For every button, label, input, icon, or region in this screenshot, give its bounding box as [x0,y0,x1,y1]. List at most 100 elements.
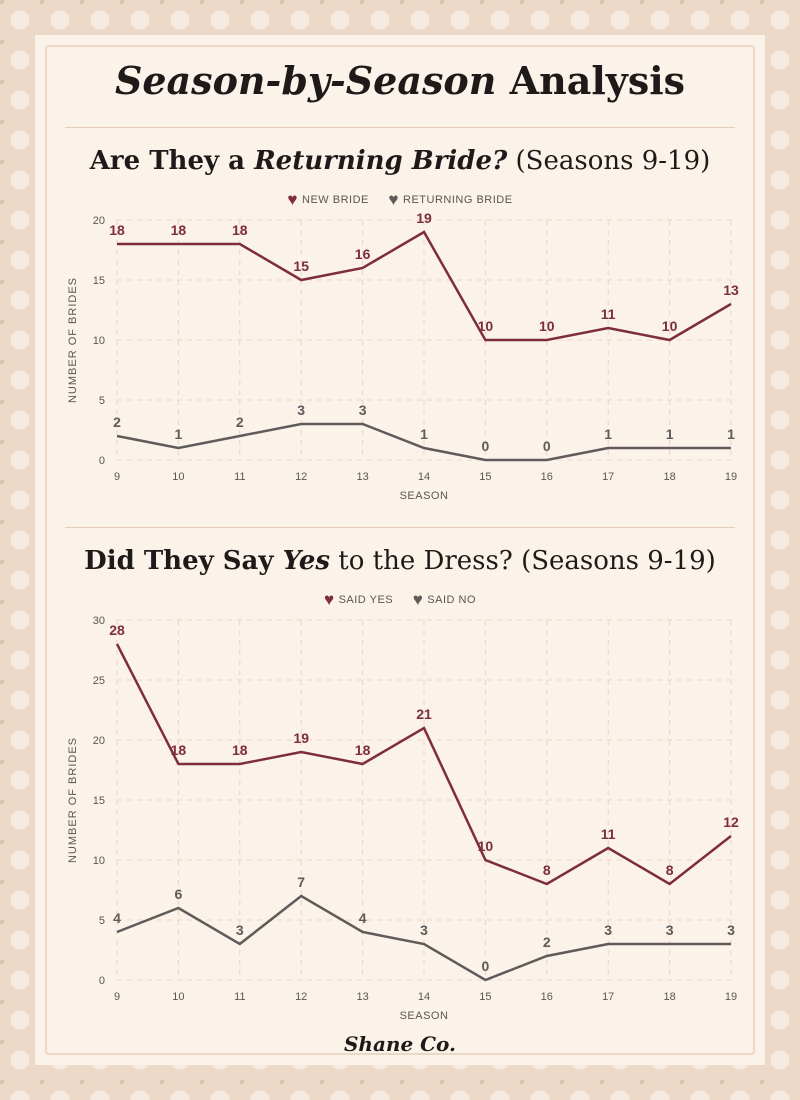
data-label: 3 [666,922,674,938]
chart1-title: Are They a Returning Bride? (Seasons 9-1… [0,146,800,176]
data-label: 8 [666,862,674,878]
data-label: 1 [666,426,674,442]
legend-item: ♥ RETURNING BRIDE [388,190,513,209]
data-label: 10 [662,318,678,334]
y-tick-label: 0 [99,975,105,987]
data-label: 18 [171,742,187,758]
y-tick-label: 10 [93,855,105,867]
data-label: 7 [297,874,305,890]
y-tick-label: 15 [93,795,105,807]
y-tick-label: 25 [93,675,105,687]
data-label: 15 [293,258,309,274]
x-tick-label: 18 [663,471,675,483]
data-label: 1 [420,426,428,442]
legend-label: SAID YES [338,594,394,606]
data-label: 18 [232,222,248,238]
x-tick-label: 9 [114,471,120,483]
legend-item: ♥ NEW BRIDE [287,190,369,209]
chart1-legend: ♥ NEW BRIDE ♥ RETURNING BRIDE [0,190,800,210]
x-tick-label: 10 [172,991,184,1003]
data-label: 19 [416,210,432,226]
x-tick-label: 19 [725,471,737,483]
data-label: 10 [478,318,494,334]
data-label: 11 [601,826,616,842]
y-axis-label: NUMBER OF BRIDES [67,277,79,403]
infographic-card [35,35,765,1065]
data-label: 1 [604,426,612,442]
chart1-title-italic: Returning Bride? [254,146,508,176]
x-tick-label: 17 [602,471,614,483]
data-label: 10 [539,318,555,334]
x-tick-label: 12 [295,991,307,1003]
data-label: 4 [113,910,121,926]
data-label: 12 [723,814,739,830]
chart2-legend: ♥ SAID YES ♥ SAID NO [0,590,800,610]
title-italic: Season-by-Season [114,58,497,103]
chart2-title-italic: Yes [282,546,331,576]
y-axis-label: NUMBER OF BRIDES [67,737,79,863]
x-tick-label: 17 [602,991,614,1003]
x-tick-label: 19 [725,991,737,1003]
heart-icon: ♥ [287,190,299,209]
chart2-title: Did They Say Yes to the Dress? (Seasons … [0,546,800,576]
y-tick-label: 10 [93,335,105,347]
data-label: 4 [359,910,367,926]
y-tick-label: 15 [93,275,105,287]
series-line-returning-bride [116,422,731,462]
x-tick-label: 10 [172,471,184,483]
data-label: 18 [109,222,125,238]
data-label: 1 [175,426,183,442]
data-label: 2 [236,414,244,430]
y-tick-label: 5 [99,395,105,407]
data-label: 10 [478,838,494,854]
data-label: 3 [297,402,305,418]
data-label: 3 [236,922,244,938]
data-label: 18 [171,222,187,238]
data-label: 3 [604,922,612,938]
data-label: 0 [543,438,551,454]
legend-label: SAID NO [427,594,477,606]
title-rest: Analysis [496,58,686,103]
x-tick-label: 13 [356,471,368,483]
x-tick-label: 13 [356,991,368,1003]
data-label: 2 [543,934,551,950]
x-axis-label: SEASON [400,1010,449,1022]
data-label: 1 [727,426,735,442]
y-tick-label: 20 [93,215,105,227]
x-tick-label: 14 [418,991,430,1003]
page-title: Season-by-Season Analysis [0,58,800,103]
series-line-said-no [116,894,731,982]
legend-label: RETURNING BRIDE [403,194,513,206]
x-tick-label: 11 [234,991,245,1003]
legend-label: NEW BRIDE [302,194,369,206]
data-label: 19 [293,730,309,746]
x-tick-label: 11 [234,471,245,483]
chart2-title-post: to the Dress? (Seasons 9-19) [330,546,716,576]
y-tick-label: 30 [93,615,105,627]
data-label: 16 [355,246,371,262]
card-border [45,45,755,1055]
shane-co-logo: Shane Co. [343,1032,457,1056]
data-label: 0 [482,438,490,454]
x-tick-label: 15 [479,471,491,483]
x-tick-label: 16 [541,991,553,1003]
x-tick-label: 18 [663,991,675,1003]
data-label: 28 [109,622,125,638]
legend-item: ♥ SAID NO [413,590,477,609]
chart2-title-pre: Did They Say [84,546,283,576]
chart1-title-post: (Seasons 9-19) [507,146,711,176]
x-tick-label: 15 [479,991,491,1003]
data-label: 3 [727,922,735,938]
heart-icon: ♥ [323,590,335,609]
data-label: 21 [416,706,432,722]
x-tick-label: 12 [295,471,307,483]
divider [65,527,735,528]
data-label: 3 [359,402,367,418]
data-label: 13 [723,282,739,298]
data-label: 18 [232,742,248,758]
data-label: 8 [543,862,551,878]
chart1-title-pre: Are They a [89,146,255,176]
y-tick-label: 5 [99,915,105,927]
x-tick-label: 9 [114,991,120,1003]
